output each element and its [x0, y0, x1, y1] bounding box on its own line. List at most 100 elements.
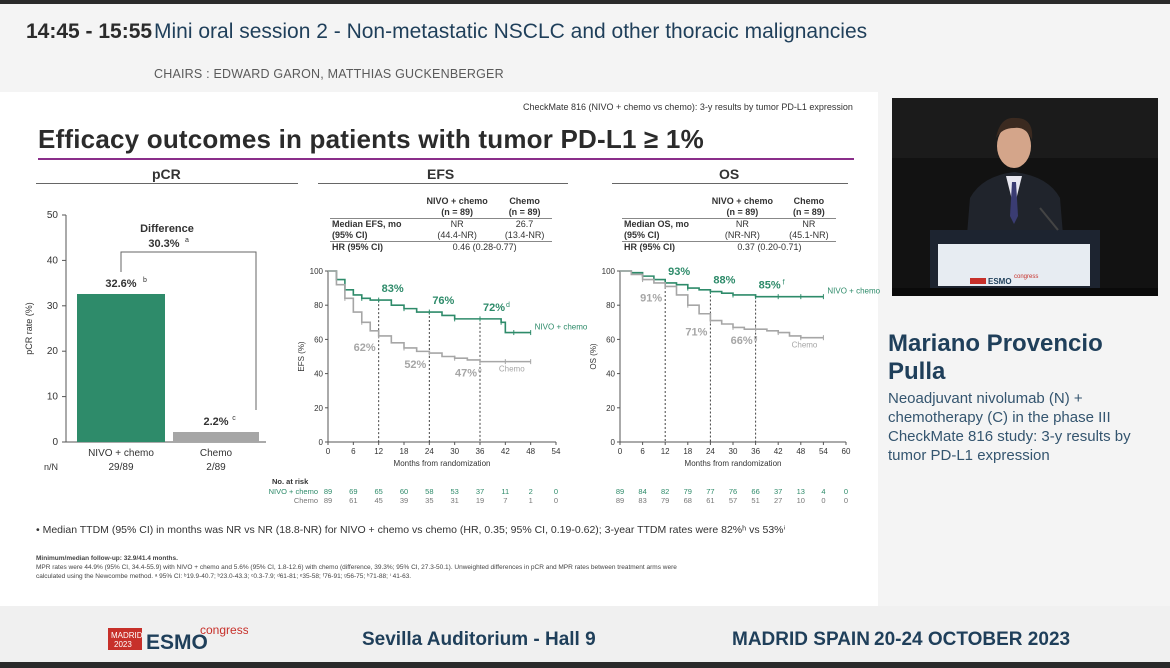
section-rule-pcr [36, 183, 298, 184]
top-border [0, 0, 1170, 4]
ttdm-note: • Median TTDM (95% CI) in months was NR … [36, 524, 786, 536]
os-col2-n: (n = 89) [793, 207, 825, 217]
section-rule-efs [318, 183, 568, 184]
section-rule-os [612, 183, 848, 184]
efs-x-tick-label: 54 [552, 447, 561, 456]
risk-efs-chemo: 39 [400, 496, 408, 505]
risk-efs-nivo: 53 [450, 487, 458, 496]
risk-os-nivo: 76 [729, 487, 737, 496]
slide-header: CheckMate 816 (NIVO + chemo vs chemo): 3… [523, 102, 853, 112]
speaker-video: ESMO congress [892, 98, 1158, 296]
efs-annotation-nivo: 76% [432, 295, 454, 307]
speaker-head [997, 124, 1031, 168]
efs-x-tick-label: 12 [374, 447, 383, 456]
congress-dates: 20-24 OCTOBER 2023 [874, 629, 1071, 650]
risk-os-chemo: 79 [661, 496, 669, 505]
efs-x-tick-label: 18 [400, 447, 409, 456]
logo-city: MADRID [111, 631, 143, 640]
os-x-tick-label: 54 [819, 447, 828, 456]
os-curve-chemo [620, 270, 824, 339]
risk-os-nivo: 79 [684, 487, 692, 496]
os-y-tick-label: 20 [606, 404, 615, 413]
efs-annotation-nivo: 72% [483, 302, 505, 314]
footnote-followup: Minimum/median follow-up: 32.9/41.4 mont… [36, 555, 178, 562]
risk-os-nivo: 0 [844, 487, 848, 496]
efs-col1-head: NIVO + chemo [426, 196, 488, 206]
os-x-tick-label: 18 [683, 447, 692, 456]
pcr-y-tick-label: 40 [47, 255, 59, 266]
risk-efs-chemo: 35 [425, 496, 433, 505]
risk-efs-chemo: 7 [503, 496, 507, 505]
efs-legend-nivo: NIVO + chemo [535, 323, 588, 332]
risk-efs-nivo: 89 [324, 487, 332, 496]
os-annotation-sup: f [783, 280, 785, 287]
pcr-bar-n-over-N: 2/89 [206, 462, 226, 473]
os-legend-nivo: NIVO + chemo [827, 287, 880, 296]
efs-summary-table: NIVO + chemo Chemo (n = 89) (n = 89) Media… [330, 196, 552, 253]
efs-r1-c2: 26.7 [497, 218, 552, 230]
efs-y-tick-label: 60 [314, 335, 323, 344]
pcr-bar-1 [173, 432, 259, 442]
efs-y-tick-label: 40 [314, 370, 323, 379]
pcr-y-axis-label: pCR rate (%) [24, 302, 34, 355]
risk-os-nivo: 84 [638, 487, 646, 496]
risk-os-nivo: 77 [706, 487, 714, 496]
os-annotation-chemo: 66% [731, 335, 753, 347]
section-title-efs: EFS [427, 166, 455, 182]
os-annotation-sup: g [754, 335, 758, 342]
risk-os-chemo: 57 [729, 496, 737, 505]
os-annotation-nivo: 88% [713, 275, 735, 287]
efs-r1-label2: (95% CI) [332, 230, 368, 240]
os-x-tick-label: 42 [774, 447, 783, 456]
risk-label-nivo: NIVO + chemo [269, 487, 318, 496]
efs-y-tick-label: 100 [310, 267, 324, 276]
risk-efs-chemo: 31 [450, 496, 458, 505]
efs-annotation-chemo: 62% [354, 342, 376, 354]
efs-legend-chemo: Chemo [499, 365, 525, 374]
pcr-bar-value-label: 32.6% [105, 278, 136, 290]
risk-os-chemo: 0 [844, 496, 848, 505]
os-y-tick-label: 80 [606, 301, 615, 310]
speaker-video-scene: ESMO congress [892, 98, 1158, 296]
os-summary-table: NIVO + chemo Chemo (n = 89) (n = 89) Media… [622, 196, 836, 253]
pcr-y-tick-label: 30 [47, 301, 59, 312]
os-x-tick-label: 48 [796, 447, 805, 456]
efs-y-tick-label: 80 [314, 301, 323, 310]
risk-efs-chemo: 45 [374, 496, 382, 505]
efs-y-tick-label: 20 [314, 404, 323, 413]
pcr-bar-n-over-N: 29/89 [108, 462, 133, 473]
os-x-tick-label: 30 [729, 447, 738, 456]
pcr-difference-bracket [120, 251, 257, 411]
os-curve-nivo [620, 270, 824, 298]
logo-word: ESMO [146, 631, 208, 654]
os-r1-c1b: (NR-NR) [724, 230, 760, 240]
efs-r1-c1b: (44.4-NR) [437, 230, 477, 240]
os-x-tick-label: 36 [751, 447, 760, 456]
efs-r1-label: Median EFS, mo [330, 218, 418, 230]
os-col2-head: Chemo [793, 196, 825, 206]
risk-os-chemo: 10 [797, 496, 805, 505]
risk-os-nivo: 66 [751, 487, 759, 496]
footnote-mpr: MPR rates were 44.9% (95% CI, 34.4-55.9)… [36, 564, 677, 571]
os-r2-value: 0.37 (0.20-0.71) [702, 241, 836, 253]
talk-title: Neoadjuvant nivolumab (N) + chemotherapy… [888, 390, 1131, 464]
risk-efs-chemo: 1 [529, 496, 533, 505]
venue-name: Sevilla Auditorium - Hall 9 [362, 629, 596, 650]
efs-annotation-sup: d [506, 302, 510, 309]
risk-os-nivo: 37 [774, 487, 782, 496]
os-r2-label: HR (95% CI) [622, 241, 703, 253]
pcr-nn-label: n/N [44, 462, 58, 472]
risk-efs-nivo: 60 [400, 487, 408, 496]
efs-r2-label: HR (95% CI) [330, 241, 418, 253]
pcr-y-tick-label: 10 [47, 392, 59, 403]
section-title-pcr: pCR [152, 166, 181, 182]
efs-x-tick-label: 6 [351, 447, 356, 456]
pcr-y-tick-label: 50 [47, 210, 59, 221]
efs-annotation-nivo: 83% [382, 283, 404, 295]
pcr-bar-category-label: Chemo [200, 448, 233, 459]
footnote-ci: calculated using the Newcombe method. ᵃ … [36, 573, 412, 580]
risk-efs-nivo: 2 [529, 487, 533, 496]
risk-os-nivo: 4 [821, 487, 825, 496]
efs-r2-value: 0.46 (0.28-0.77) [417, 241, 552, 253]
